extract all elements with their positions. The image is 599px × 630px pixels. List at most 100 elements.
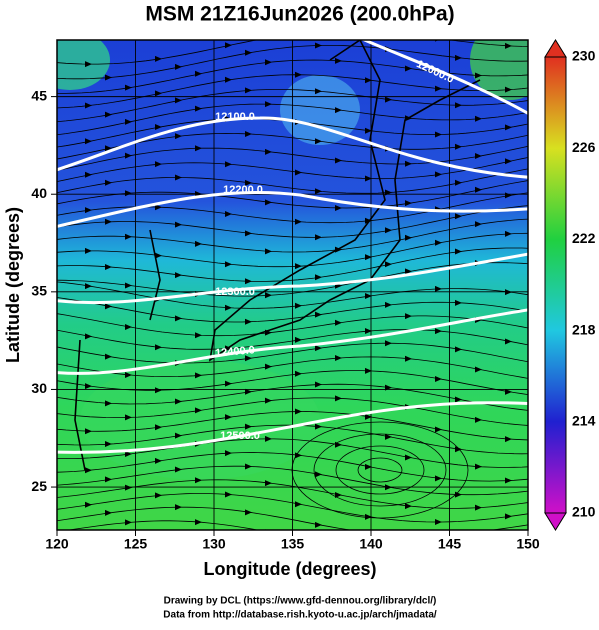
arrowhead — [385, 340, 392, 347]
arrowhead — [175, 272, 182, 279]
arrowhead — [175, 466, 182, 473]
arrowhead — [155, 124, 162, 131]
arrowhead — [105, 400, 112, 407]
arrowhead — [175, 97, 182, 104]
arrowhead — [245, 388, 252, 395]
arrowhead — [265, 148, 272, 155]
arrowhead — [195, 105, 202, 112]
arrowhead — [295, 263, 302, 270]
arrowhead — [435, 285, 442, 292]
arrowhead — [335, 395, 342, 402]
arrowhead — [85, 102, 92, 109]
arrowhead — [385, 96, 392, 103]
arrowhead — [85, 501, 92, 508]
arrowhead — [105, 353, 112, 360]
streamline — [57, 411, 528, 441]
streamline — [57, 424, 528, 455]
arrowhead — [295, 501, 302, 508]
arrowhead — [315, 188, 322, 195]
arrowhead — [335, 319, 342, 326]
streamline — [57, 297, 528, 323]
arrowhead — [245, 230, 252, 237]
plot-area: 12000.012100.012200.012300.012400.012500… — [57, 30, 528, 530]
arrowhead — [435, 375, 442, 382]
arrowhead — [455, 143, 462, 150]
arrowhead — [295, 336, 302, 343]
contour-line — [57, 308, 528, 375]
arrowhead — [155, 387, 162, 394]
arrowhead — [225, 161, 232, 168]
arrowhead — [175, 504, 182, 511]
arrowhead — [405, 160, 412, 167]
arrowhead — [105, 74, 112, 81]
arrowhead — [125, 118, 132, 125]
arrowhead — [245, 131, 252, 138]
arrowhead — [365, 513, 372, 520]
arrowhead — [475, 72, 482, 79]
streamline — [57, 192, 528, 224]
arrowhead — [105, 218, 112, 225]
arrowhead — [225, 491, 232, 498]
colorbar-tick-label: 210 — [572, 504, 596, 520]
arrowhead — [155, 424, 162, 431]
arrowhead — [455, 446, 462, 453]
arrowhead — [105, 111, 112, 118]
colorbar — [544, 56, 567, 514]
arrowhead — [365, 413, 372, 420]
streamline — [57, 74, 528, 109]
arrowhead — [335, 246, 342, 253]
arrowhead — [405, 355, 412, 362]
arrowhead — [155, 457, 162, 464]
arrowhead — [105, 509, 112, 516]
arrowhead — [125, 282, 132, 289]
arrowhead — [455, 396, 462, 403]
x-tick-label: 125 — [124, 536, 148, 552]
arrowhead — [335, 204, 342, 211]
arrowhead — [315, 423, 322, 430]
arrowhead — [295, 408, 302, 415]
streamline — [57, 329, 528, 350]
streamline — [57, 40, 528, 65]
arrowhead — [195, 372, 202, 379]
arrowhead — [335, 354, 342, 361]
arrowhead — [365, 293, 372, 300]
arrowhead — [195, 70, 202, 77]
arrowhead — [175, 133, 182, 140]
arrowhead — [475, 416, 482, 423]
arrowhead — [405, 503, 412, 510]
arrowhead — [405, 454, 412, 461]
arrowhead — [125, 372, 132, 379]
colorbar-tick-label: 222 — [572, 230, 596, 246]
streamline — [57, 452, 528, 482]
y-tick-label: 25 — [31, 478, 47, 494]
arrowhead — [505, 158, 512, 165]
streamline — [57, 247, 528, 282]
arrowhead — [505, 124, 512, 131]
y-tick-label: 35 — [31, 283, 47, 299]
arrowhead — [385, 227, 392, 234]
contour-line — [360, 40, 528, 116]
arrowhead — [265, 329, 272, 336]
arrowhead — [475, 186, 482, 193]
arrowhead — [385, 433, 392, 440]
arrowhead — [155, 90, 162, 97]
arrowhead — [475, 153, 482, 160]
contour-line — [57, 401, 528, 454]
x-tick-label: 120 — [45, 536, 69, 552]
arrowhead — [85, 467, 92, 474]
arrowhead — [365, 367, 372, 374]
arrowhead — [225, 261, 232, 268]
arrowhead — [455, 213, 462, 220]
arrowhead — [105, 441, 112, 448]
arrowhead — [85, 428, 92, 435]
arrowhead — [365, 254, 372, 261]
arrowhead — [85, 171, 92, 178]
x-tick-label: 135 — [281, 536, 305, 552]
arrowhead — [195, 477, 202, 484]
streamline — [57, 506, 528, 530]
arrowhead — [335, 441, 342, 448]
streamline — [57, 281, 528, 309]
arrowhead — [85, 247, 92, 254]
arrowhead — [225, 211, 232, 218]
arrowhead — [295, 30, 302, 36]
